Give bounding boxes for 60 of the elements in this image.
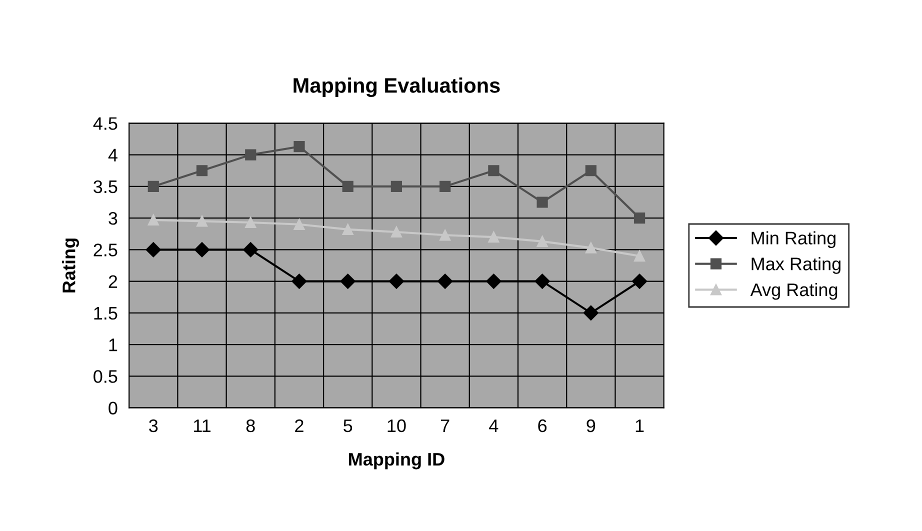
point xyxy=(438,274,453,289)
point xyxy=(292,274,307,289)
y-tick-label: 4.5 xyxy=(93,117,118,130)
point xyxy=(585,242,596,254)
point xyxy=(148,214,159,226)
y-tick-label: 0.5 xyxy=(94,370,118,383)
y-tick-label: 4 xyxy=(108,148,118,162)
point xyxy=(245,216,256,228)
point xyxy=(342,224,354,236)
point xyxy=(388,274,404,289)
point xyxy=(146,242,161,258)
point xyxy=(294,141,305,152)
x-tick-label: 10 xyxy=(388,419,406,432)
x-tick-label: 1 xyxy=(636,420,644,432)
point xyxy=(536,236,548,248)
y-axis-title: Rating xyxy=(62,238,79,292)
x-tick-label: 11 xyxy=(194,420,210,432)
point xyxy=(536,196,548,208)
x-tick-label: 2 xyxy=(295,419,304,432)
y-tick-label: 2 xyxy=(108,275,118,288)
point xyxy=(632,274,648,289)
point xyxy=(243,242,258,258)
point xyxy=(245,149,256,160)
chart-title: Mapping Evaluations xyxy=(294,78,500,98)
point xyxy=(440,180,451,192)
x-tick-label: 8 xyxy=(246,419,255,432)
x-tick-label: 4 xyxy=(489,420,498,432)
point xyxy=(634,250,646,262)
y-tick-label: 1 xyxy=(109,338,118,352)
x-axis-title: Mapping ID xyxy=(349,452,444,470)
y-tick-label: 0 xyxy=(108,402,118,415)
x-tick-label: 3 xyxy=(149,419,158,432)
x-tick-label: 5 xyxy=(344,420,352,432)
point xyxy=(340,274,356,289)
point xyxy=(194,242,210,258)
point xyxy=(585,165,596,176)
y-tick-label: 1.5 xyxy=(94,307,118,320)
point xyxy=(634,212,646,224)
point xyxy=(196,216,208,227)
point xyxy=(196,165,208,176)
y-tick-label: 2.5 xyxy=(94,244,118,256)
y-tick-label: 3.5 xyxy=(94,180,118,194)
point xyxy=(488,231,500,243)
point xyxy=(534,274,550,289)
point xyxy=(440,230,451,241)
x-tick-label: 9 xyxy=(586,419,596,432)
point xyxy=(148,180,159,192)
point xyxy=(294,218,305,230)
point xyxy=(390,180,402,192)
legend-label: Avg Rating xyxy=(750,282,838,300)
point xyxy=(488,165,500,176)
point xyxy=(583,305,598,321)
point xyxy=(390,226,402,238)
point xyxy=(486,274,502,289)
x-tick-label: 7 xyxy=(440,420,450,432)
legend-label: Min Rating xyxy=(752,231,836,248)
point xyxy=(342,180,354,192)
y-tick-label: 3 xyxy=(108,212,118,225)
x-tick-label: 6 xyxy=(538,419,547,432)
legend-label: Max Rating xyxy=(752,257,840,274)
